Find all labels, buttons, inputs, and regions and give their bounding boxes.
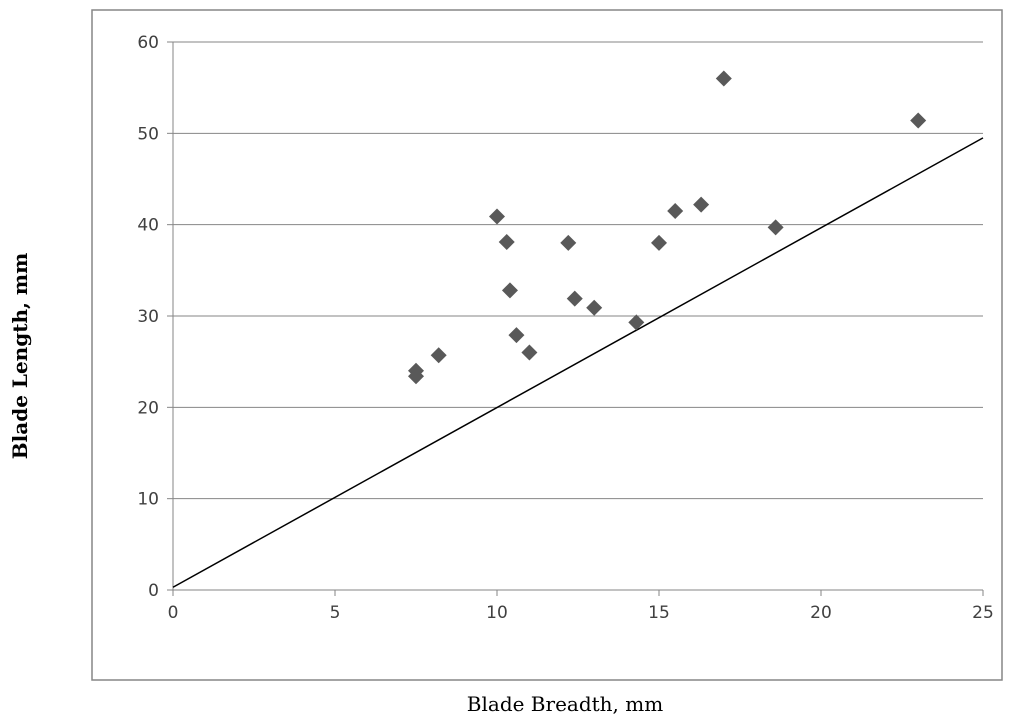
chart-frame [91, 9, 1003, 681]
data-point [586, 299, 603, 316]
data-point [566, 290, 583, 307]
x-tick-label: 5 [330, 603, 341, 623]
reference-line-group [172, 137, 984, 588]
data-point [767, 219, 784, 236]
data-point [430, 347, 447, 364]
data-points [408, 70, 927, 385]
data-point [560, 234, 577, 251]
data-point [693, 196, 710, 213]
y-tick-label: 50 [137, 124, 159, 144]
y-tick-label: 20 [137, 398, 159, 418]
y-axis-title: Blade Length, mm [8, 253, 32, 459]
data-point [508, 327, 525, 344]
data-point [489, 208, 505, 225]
data-point [667, 202, 684, 219]
y-tick-label: 40 [137, 216, 159, 236]
data-point [628, 314, 645, 331]
reference-line [172, 137, 984, 588]
data-point [501, 282, 518, 299]
y-tick-label: 60 [137, 33, 159, 53]
x-axis-title: Blade Breadth, mm [467, 692, 663, 716]
x-tick-label: 15 [648, 603, 670, 623]
x-tick-label: 25 [972, 603, 994, 623]
gridlines [173, 41, 983, 500]
axes [167, 41, 984, 596]
y-tick-labels: 0 10 20 30 40 50 60 [137, 33, 159, 601]
data-point [910, 112, 927, 129]
data-point [651, 234, 667, 251]
y-tick-label: 10 [137, 490, 159, 510]
x-tick-label: 10 [486, 603, 508, 623]
x-tick-labels: 0 5 10 15 20 25 [168, 603, 994, 623]
y-tick-label: 0 [148, 581, 159, 601]
data-point [408, 368, 424, 385]
y-tick-label: 30 [137, 307, 159, 327]
data-point [521, 344, 538, 361]
x-tick-label: 20 [810, 603, 832, 623]
data-point [715, 70, 732, 87]
x-tick-label: 0 [168, 603, 179, 623]
data-point [498, 234, 515, 251]
